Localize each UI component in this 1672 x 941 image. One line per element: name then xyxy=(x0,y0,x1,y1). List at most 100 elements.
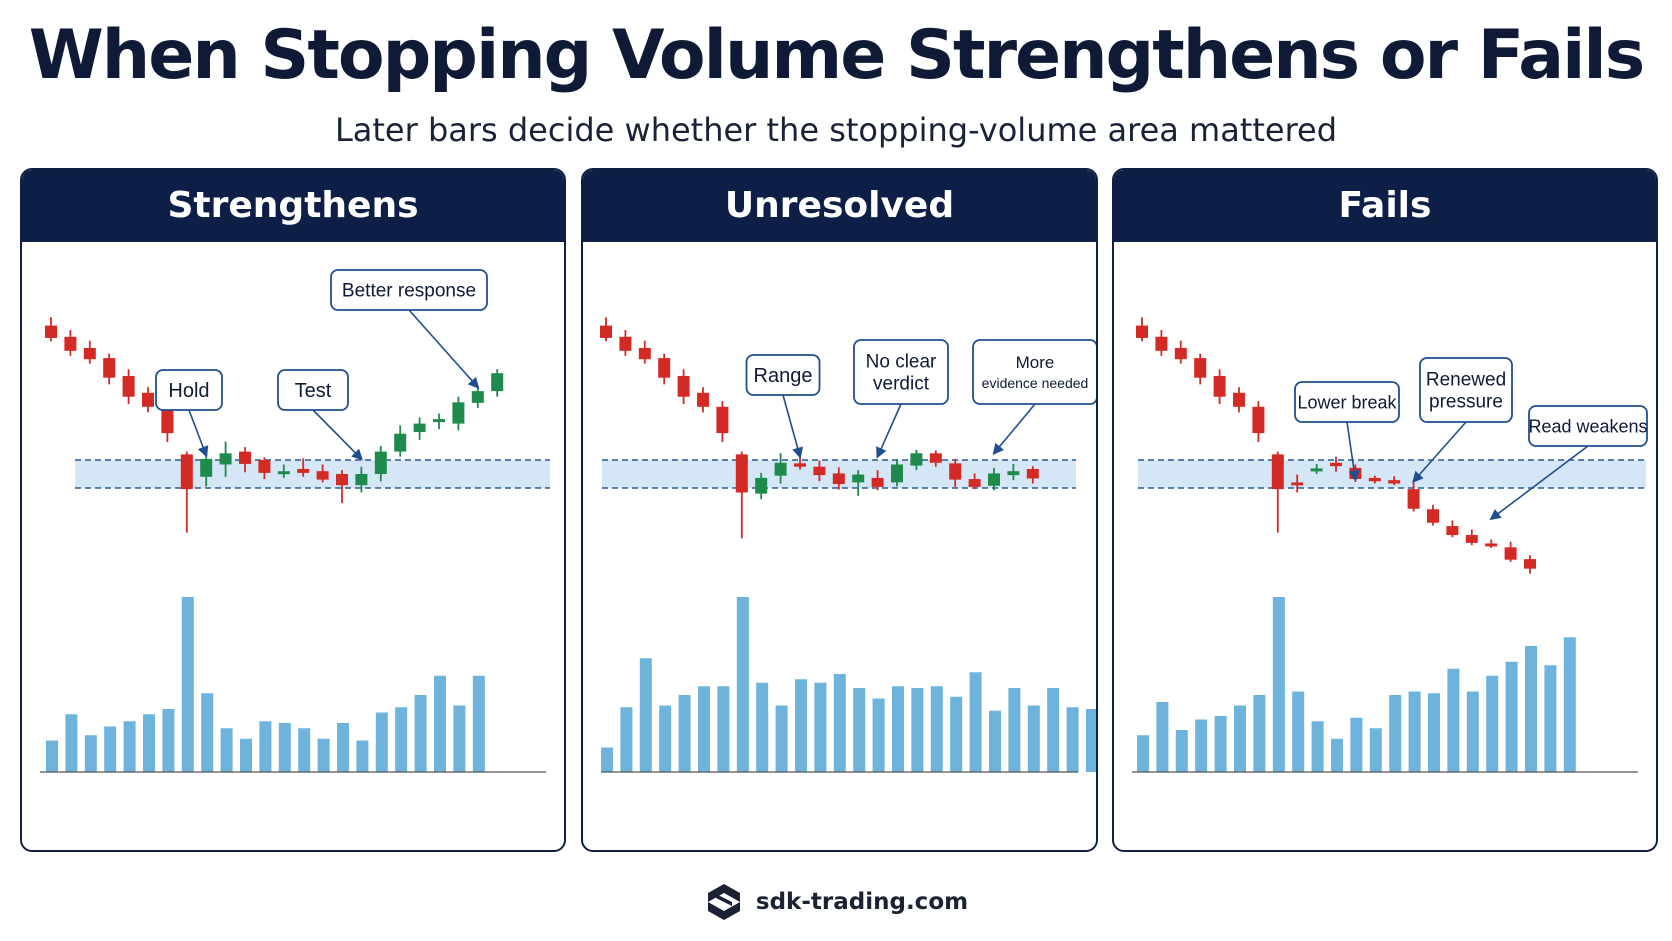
candle xyxy=(619,330,632,356)
candle xyxy=(394,425,407,457)
volume-bar xyxy=(434,675,446,772)
callout-label: Test xyxy=(295,380,332,402)
volume-bar xyxy=(659,705,672,772)
candle xyxy=(336,470,348,504)
volume-bar xyxy=(892,686,904,772)
volume-bar xyxy=(1505,661,1518,772)
volume-bar xyxy=(46,740,58,772)
sdk-logo-icon xyxy=(707,884,740,920)
volume-bar xyxy=(950,696,963,772)
callout: More evidence needed xyxy=(972,339,1096,456)
volume-bar xyxy=(104,726,117,772)
volume-bar xyxy=(1544,665,1557,772)
callout-label: Renewed xyxy=(1426,370,1506,391)
candle xyxy=(355,466,368,493)
candle xyxy=(258,457,271,480)
volume-bar xyxy=(1234,705,1246,772)
candle xyxy=(316,464,329,483)
volume-bar xyxy=(1369,728,1382,772)
volume-bar xyxy=(84,735,97,772)
volume-bar xyxy=(1175,730,1188,772)
candle xyxy=(1271,451,1284,533)
callout: Read weakens xyxy=(1489,405,1648,521)
candle xyxy=(813,460,826,482)
candle xyxy=(471,386,484,408)
candle xyxy=(1252,401,1265,443)
volume-bar xyxy=(1466,691,1479,772)
volume-bar xyxy=(356,740,369,772)
volume-bar xyxy=(1408,691,1421,772)
volume-bar xyxy=(1214,716,1227,772)
stopping-volume-zone xyxy=(1138,460,1646,488)
candle xyxy=(677,369,690,404)
chart-panel-fails: Fails Lower break Renewed pressure Read wea… xyxy=(1112,168,1658,852)
candle xyxy=(871,470,884,491)
volume-bar xyxy=(1428,693,1440,772)
candle xyxy=(45,317,57,342)
callout: Range xyxy=(745,354,821,459)
candle xyxy=(491,369,504,397)
candle xyxy=(103,353,116,385)
volume-bar xyxy=(1331,738,1343,772)
volume-bar xyxy=(1486,675,1499,772)
candle xyxy=(413,417,426,440)
volume-bar xyxy=(930,686,943,772)
callout-label: verdict xyxy=(873,374,930,395)
candle xyxy=(1388,476,1401,486)
page-subtitle: Later bars decide whether the stopping-v… xyxy=(334,111,1338,149)
chart-panel-unresolved: Unresolved Range No clear verdict More evide… xyxy=(581,168,1098,852)
candle xyxy=(1465,529,1478,546)
volume-bar xyxy=(678,695,691,772)
candle xyxy=(832,467,845,490)
candle xyxy=(122,369,135,404)
callout-label: Read weakens xyxy=(1528,416,1647,436)
candle xyxy=(219,441,232,477)
candle xyxy=(949,458,962,487)
volume-bar xyxy=(259,721,272,772)
stopping-volume-zone xyxy=(75,460,550,488)
candle xyxy=(910,449,923,471)
candle xyxy=(239,447,251,473)
candle xyxy=(774,453,787,484)
volume-bar xyxy=(736,597,749,772)
volume-bar xyxy=(123,721,136,772)
volume-bar xyxy=(756,682,769,772)
candle xyxy=(1155,330,1168,356)
candle xyxy=(1026,466,1039,484)
volume-bar xyxy=(375,712,388,772)
chart-panel-strengthens: Strengthens Better response Hold Test xyxy=(20,168,566,852)
candle xyxy=(1291,474,1304,493)
candle xyxy=(716,401,729,443)
volume-bar xyxy=(1311,721,1324,772)
callout-label: Better response xyxy=(342,281,476,302)
volume-bar xyxy=(278,723,291,772)
candle xyxy=(697,387,709,413)
candle xyxy=(600,317,612,342)
volume-bar xyxy=(240,738,252,772)
candle xyxy=(83,340,96,364)
volume-bar xyxy=(220,728,233,772)
volume-bar xyxy=(639,658,652,772)
volume-bar xyxy=(833,674,846,772)
volume-bar xyxy=(143,714,155,772)
volume-bar xyxy=(298,728,311,772)
candle xyxy=(1310,463,1323,474)
volume-bar xyxy=(472,675,485,772)
candle xyxy=(1136,317,1148,342)
volume-bar xyxy=(162,709,175,772)
footer-link[interactable]: sdk-trading.com xyxy=(755,889,969,915)
callout-label: No clear xyxy=(866,352,937,373)
volume-bar xyxy=(201,693,214,772)
candle xyxy=(1007,463,1020,481)
candle xyxy=(1194,353,1207,385)
volume-bar xyxy=(1447,668,1460,772)
candle xyxy=(755,472,768,500)
candle xyxy=(1407,482,1420,512)
volume-bar xyxy=(1027,705,1040,772)
callout-label: pressure xyxy=(1429,392,1503,413)
candle xyxy=(1330,456,1342,472)
volume-bar xyxy=(1525,646,1537,772)
candle xyxy=(1524,555,1536,574)
